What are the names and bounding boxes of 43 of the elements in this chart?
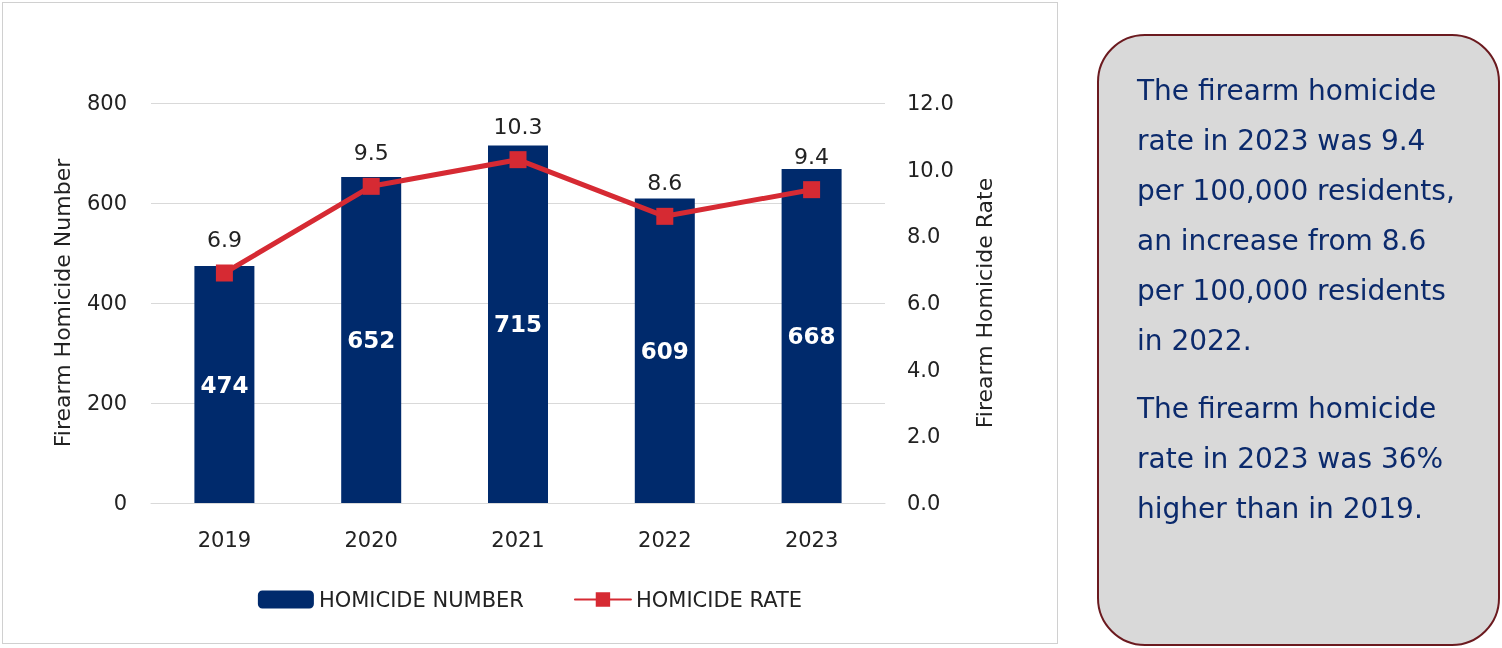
y2-tick-label: 0.0	[907, 491, 941, 515]
text: The firearm homicide rate in 2023 was 36% higher than in 2019.	[1137, 391, 1445, 527]
y-tick-label: 800	[86, 91, 127, 115]
x-tick-label: 2022	[638, 527, 692, 552]
bar	[488, 145, 548, 503]
x-tick-label: 2020	[344, 527, 398, 552]
y2-tick-label: 8.0	[907, 224, 941, 249]
x-tick-label: 2019	[197, 527, 252, 552]
point	[803, 181, 821, 199]
data-label: 8.6	[647, 170, 683, 196]
point	[362, 177, 380, 195]
x-tick-label: 2021	[491, 527, 545, 552]
y2-tick-label: 10.0	[907, 157, 954, 182]
bar	[634, 198, 695, 503]
bar	[194, 266, 255, 503]
legend-label: HOMICIDE RATE	[635, 587, 803, 612]
data-label: 609	[640, 337, 689, 364]
y-tick-label: 600	[86, 191, 127, 215]
y2-tick-label: 12.0	[907, 91, 954, 115]
x-tick-label: 2023	[784, 527, 839, 552]
bar	[781, 169, 842, 503]
y-tick-label: 0	[113, 491, 127, 515]
data-label: 6.9	[206, 227, 242, 252]
data-label: 715	[493, 311, 543, 338]
data-label: 9.5	[353, 140, 389, 166]
data-label: 652	[347, 327, 396, 353]
point	[656, 207, 674, 225]
y2-axis-title: Firearm Homicide Rate	[971, 177, 997, 429]
y2-tick-label: 2.0	[907, 424, 941, 449]
point	[509, 151, 527, 169]
data-label: 474	[200, 371, 249, 398]
data-label: 9.4	[794, 143, 830, 169]
legend-label: HOMICIDE NUMBER	[318, 587, 524, 612]
y-axis-title: Firearm Homicide Number	[49, 157, 75, 448]
y2-tick-label: 6.0	[907, 291, 941, 315]
data-label: 10.3	[493, 113, 543, 139]
y-tick-label: 400	[86, 291, 127, 315]
data-label: 668	[787, 323, 836, 349]
point	[215, 264, 233, 282]
y2-tick-label: 4.0	[907, 357, 941, 382]
bar	[341, 177, 402, 503]
y-tick-label: 200	[86, 391, 127, 415]
text: The firearm homicide rate in 2023 was 9.4 per 100,000 residents, an increase from 8.6 per 100,000 residents in 2022.	[1137, 73, 1456, 359]
